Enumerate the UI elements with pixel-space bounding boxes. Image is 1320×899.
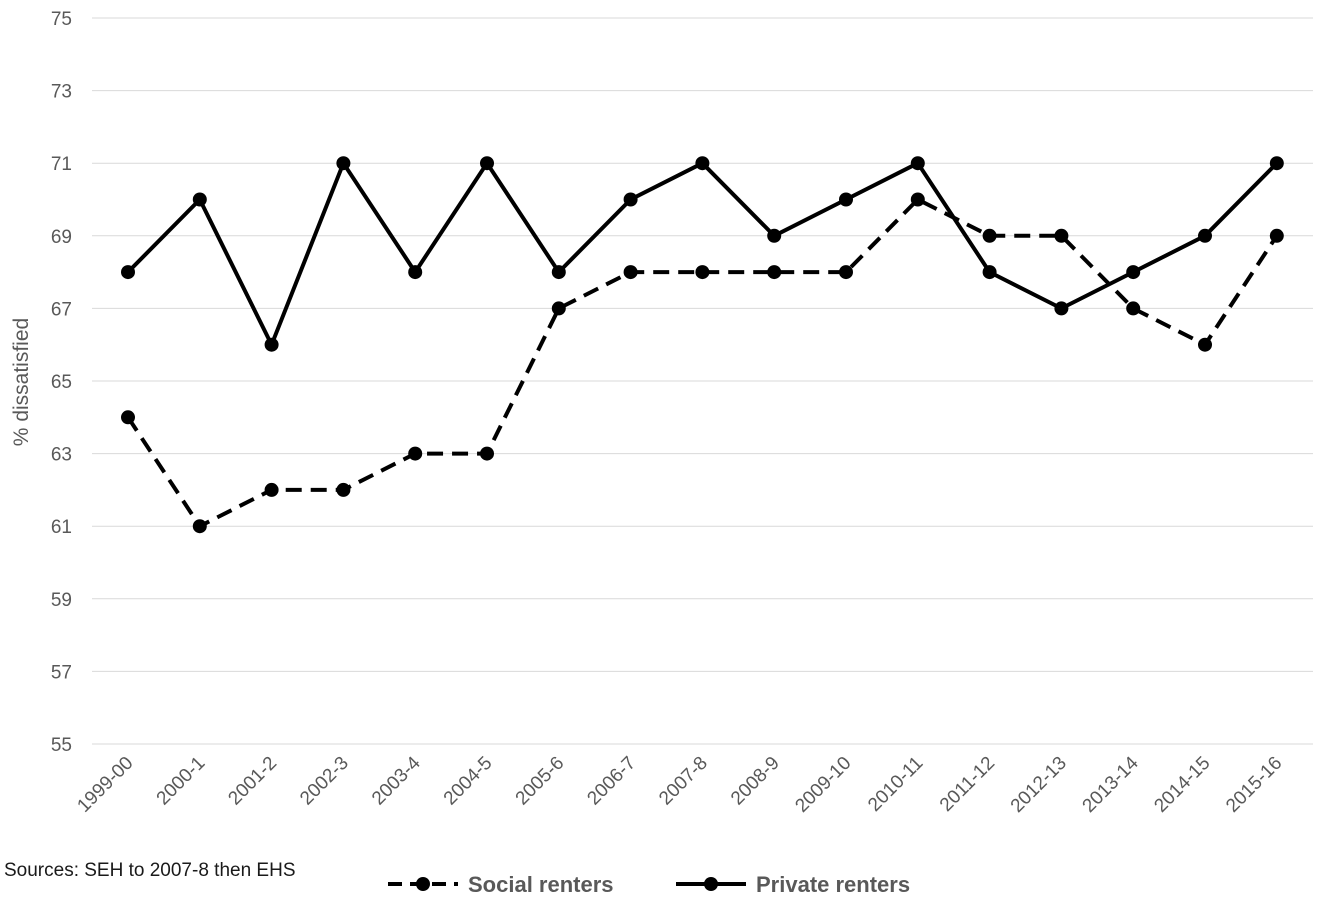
data-point	[839, 265, 853, 280]
data-point	[982, 265, 997, 280]
series-line	[126, 161, 1279, 347]
legend-item: Social renters	[388, 872, 614, 897]
data-point	[336, 482, 351, 497]
data-point	[982, 228, 997, 243]
x-tick-label: 2000-1	[153, 753, 210, 810]
data-point	[192, 519, 207, 534]
data-point	[623, 265, 638, 280]
data-point	[408, 446, 423, 461]
x-tick-label: 2012-13	[1007, 753, 1071, 817]
data-point	[839, 192, 853, 207]
data-point	[551, 301, 566, 316]
data-point	[1198, 337, 1212, 352]
data-point	[1126, 265, 1141, 280]
data-point	[121, 410, 135, 425]
data-point	[695, 156, 710, 171]
data-point	[910, 192, 925, 207]
x-tick-label: 2013-14	[1079, 752, 1143, 816]
x-tick-label: 2004-5	[440, 753, 497, 810]
x-tick-label: 2006-7	[583, 753, 640, 810]
data-point	[121, 265, 135, 280]
series-social-renters	[121, 192, 1284, 534]
x-tick-label: 2010-11	[864, 753, 927, 816]
y-tick-label: 69	[51, 227, 72, 248]
y-tick-label: 63	[51, 445, 72, 466]
y-tick-label: 75	[51, 9, 72, 30]
data-point	[336, 156, 351, 171]
source-note: Sources: SEH to 2007-8 then EHS	[4, 860, 296, 881]
y-axis-title: % dissatisfied	[10, 318, 33, 446]
y-tick-label: 55	[51, 735, 72, 756]
x-tick-label: 2014-15	[1150, 753, 1214, 817]
data-point	[1054, 228, 1069, 243]
legend-label: Private renters	[756, 872, 910, 897]
data-point	[623, 192, 638, 207]
series-line	[126, 197, 1279, 529]
x-tick-label: 2005-6	[512, 753, 569, 810]
data-point	[192, 192, 207, 207]
data-point	[910, 156, 925, 171]
data-point	[1198, 228, 1212, 243]
y-tick-label: 65	[51, 372, 72, 393]
y-tick-label: 71	[51, 154, 72, 175]
data-point	[767, 228, 782, 243]
data-point	[551, 265, 566, 280]
y-tick-label: 73	[51, 82, 72, 103]
data-point	[695, 265, 710, 280]
legend-item: Private renters	[676, 872, 910, 897]
data-point	[1126, 301, 1141, 316]
legend-label: Social renters	[468, 872, 614, 897]
y-axis-tick-labels: 55 57 59 61 63 65 67 69 71 73 75	[51, 9, 72, 756]
x-tick-label: 2008-9	[727, 753, 784, 810]
gridlines	[92, 17, 1313, 745]
x-axis-tick-labels: 1999-00 2000-1 2001-2 2002-3 2003-4 2004-5 200…	[73, 752, 1286, 816]
x-tick-label: 2015-16	[1222, 753, 1286, 817]
x-tick-label: 2007-8	[655, 753, 712, 810]
data-point	[1269, 156, 1284, 171]
data-point	[480, 446, 494, 461]
legend-swatch-marker	[416, 877, 430, 891]
x-tick-label: 2003-4	[368, 752, 425, 809]
legend: Social renters Private renters	[388, 872, 910, 897]
data-point	[264, 337, 279, 352]
data-point	[767, 265, 782, 280]
data-point	[264, 482, 279, 497]
data-point	[1269, 228, 1284, 243]
series-layer	[121, 156, 1284, 534]
data-point	[480, 156, 494, 171]
x-tick-label: 2011-12	[936, 753, 999, 816]
x-tick-label: 2001-2	[224, 753, 281, 810]
x-tick-label: 2009-10	[791, 753, 855, 817]
x-tick-label: 1999-00	[73, 753, 137, 817]
data-point	[1054, 301, 1069, 316]
x-tick-label: 2002-3	[296, 753, 353, 810]
series-private-renters	[121, 156, 1284, 352]
y-tick-label: 67	[51, 299, 72, 320]
y-tick-label: 59	[51, 590, 72, 611]
legend-swatch-marker	[704, 877, 718, 891]
data-point	[408, 265, 423, 280]
y-tick-label: 57	[51, 662, 72, 683]
y-tick-label: 61	[51, 517, 72, 538]
